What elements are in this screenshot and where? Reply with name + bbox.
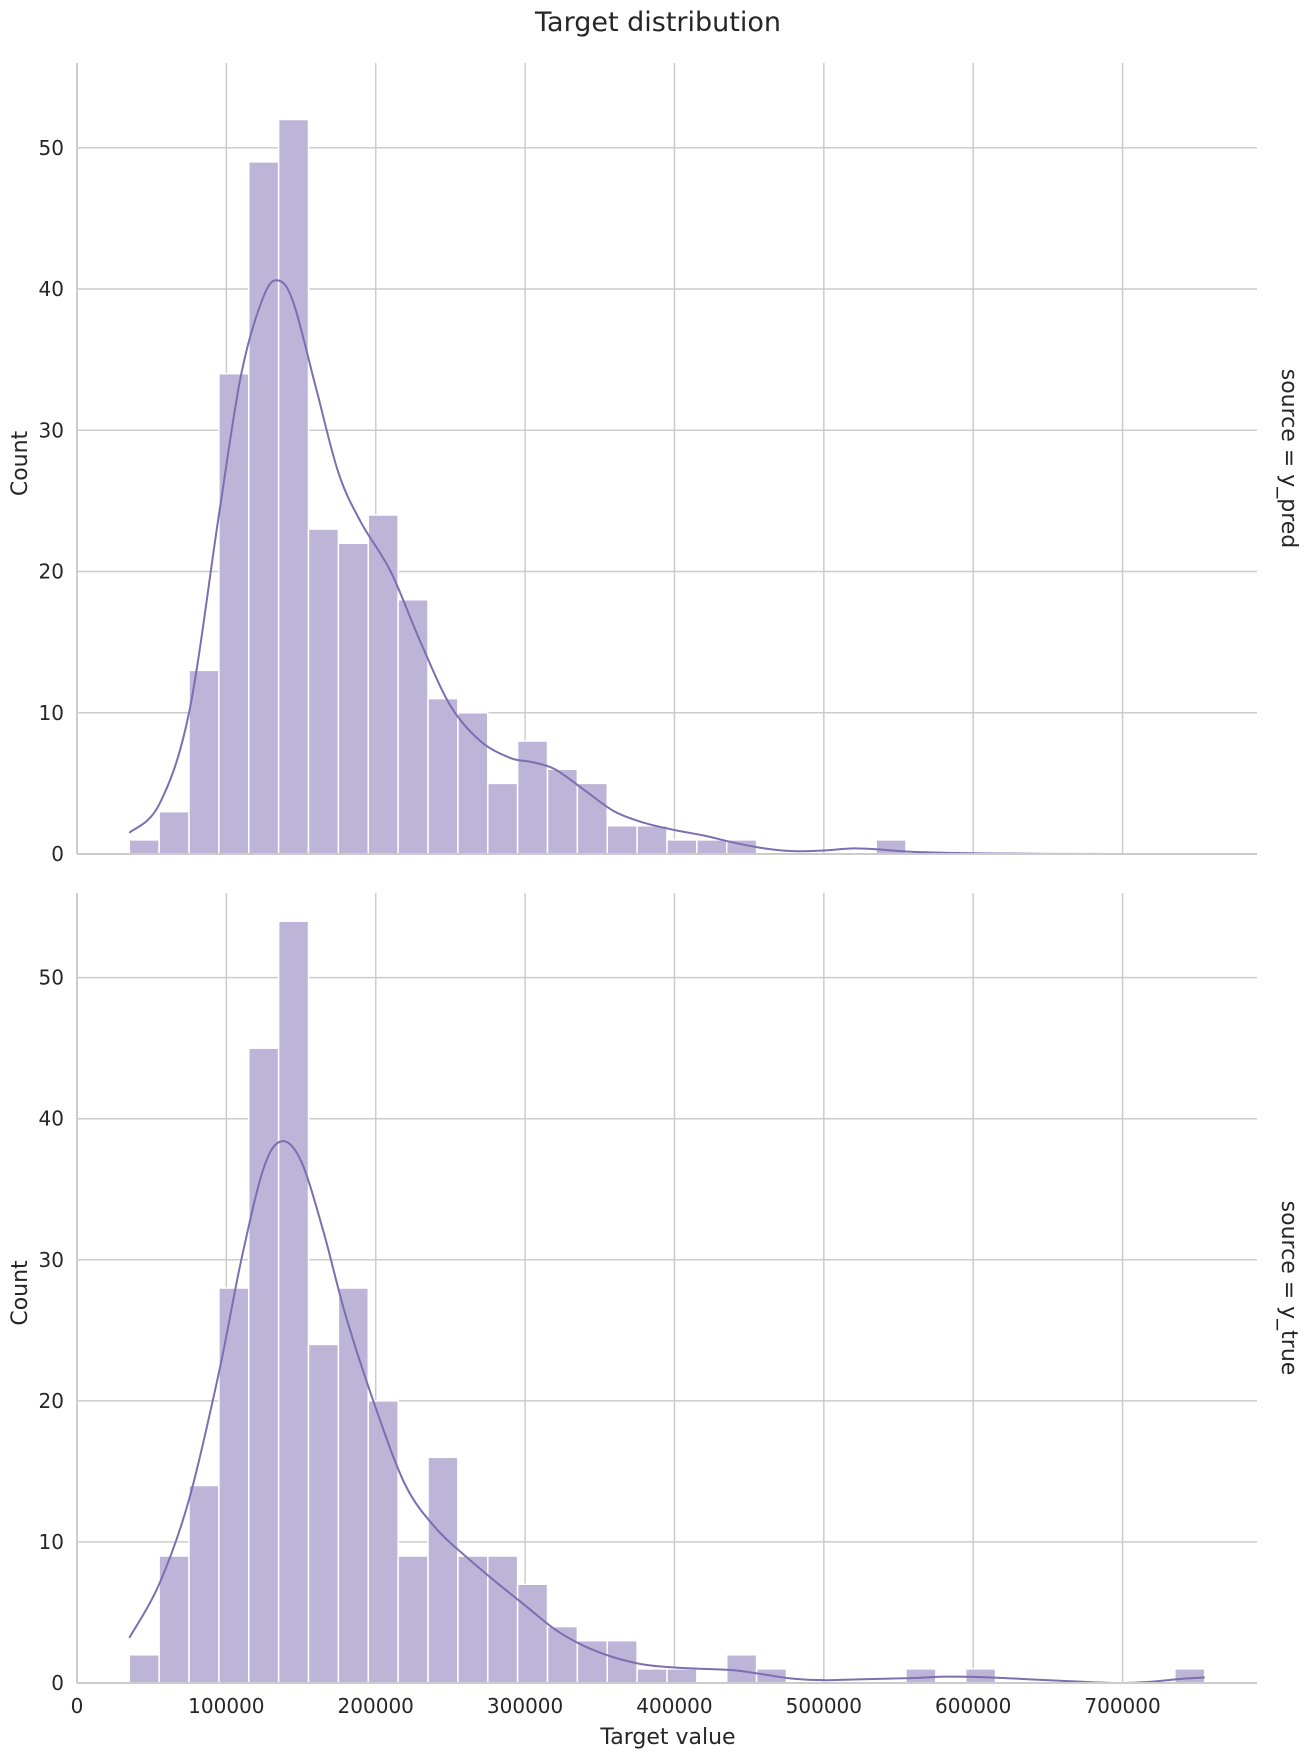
y-tick-label: 40 xyxy=(39,277,64,301)
y-tick-label: 10 xyxy=(39,701,64,725)
facets: 0 10 20 30 40 50 Count source = y_pred 0 10 20 30 40… xyxy=(8,63,1301,1718)
histogram-bar xyxy=(337,1287,370,1684)
histogram-bar xyxy=(218,373,250,855)
histogram-bar xyxy=(696,839,728,855)
y-tick-label: 50 xyxy=(39,136,64,160)
kde-line xyxy=(128,279,1205,855)
x-tick-label: 700000 xyxy=(1084,1694,1160,1718)
histogram-bar xyxy=(367,514,399,855)
histogram-bar xyxy=(636,1668,668,1684)
histogram-bar xyxy=(248,1047,280,1684)
y-tick-label: 10 xyxy=(39,1530,64,1554)
histogram-bar xyxy=(427,697,459,855)
histogram-bar xyxy=(576,782,609,855)
x-tick-label: 600000 xyxy=(935,1694,1011,1718)
facet-panel: 0 10 20 30 40 50 Count source = y_pred xyxy=(8,63,1301,866)
histogram-bar xyxy=(188,669,220,855)
histogram-bar xyxy=(606,825,638,855)
histogram-bar xyxy=(397,599,429,855)
x-tick-label: 100000 xyxy=(188,1694,264,1718)
y-axis-label: Count xyxy=(8,430,33,496)
y-tick-label: 30 xyxy=(39,1248,64,1272)
histogram-bar xyxy=(516,1583,549,1684)
y-axis-label: Count xyxy=(8,1260,33,1326)
facet-label: source = y_true xyxy=(1276,1201,1301,1376)
histogram-bar xyxy=(636,825,668,855)
histogram-bar xyxy=(277,920,310,1684)
histogram-bar xyxy=(337,542,370,855)
x-tick-label: 300000 xyxy=(487,1694,563,1718)
y-tick-label: 30 xyxy=(39,418,64,442)
y-tick-label: 40 xyxy=(39,1107,64,1131)
x-tick-label: 200000 xyxy=(338,1694,414,1718)
histogram-bar xyxy=(367,1400,399,1684)
histogram-bar xyxy=(188,1484,220,1684)
histogram-bar xyxy=(307,528,340,855)
histogram-bar xyxy=(666,1668,698,1684)
histogram-bar xyxy=(248,161,280,855)
histogram-bar xyxy=(457,1555,489,1684)
histogram-bar xyxy=(576,1639,609,1684)
histogram-bar xyxy=(546,1625,579,1684)
y-tick-label: 0 xyxy=(51,842,64,866)
histogram-bar xyxy=(128,1654,160,1684)
histogram-bar xyxy=(487,1555,519,1684)
facet-label: source = y_pred xyxy=(1276,369,1301,549)
x-tick-label: 400000 xyxy=(636,1694,712,1718)
histogram-bar xyxy=(516,740,549,855)
kde-line xyxy=(128,1140,1205,1685)
x-axis-label: Target value xyxy=(599,1725,735,1750)
histogram-bar xyxy=(666,839,698,855)
histogram-bar xyxy=(427,1456,459,1684)
histogram-bar xyxy=(905,1668,937,1684)
y-tick-label: 20 xyxy=(39,560,64,584)
histogram-bar xyxy=(487,782,519,855)
histogram-bar xyxy=(277,118,310,855)
histogram-bar xyxy=(1174,1668,1206,1684)
histogram-bar xyxy=(158,1555,190,1684)
y-tick-label: 50 xyxy=(39,966,64,990)
histogram-bar xyxy=(397,1555,429,1684)
chart-title: Target distribution xyxy=(534,7,781,38)
x-tick-label: 500000 xyxy=(786,1694,862,1718)
x-tick-label: 0 xyxy=(71,1694,84,1718)
y-tick-label: 0 xyxy=(51,1671,64,1695)
histogram-bar xyxy=(307,1343,340,1684)
histogram-bar xyxy=(158,810,190,855)
histogram-bar xyxy=(128,839,160,855)
y-tick-label: 20 xyxy=(39,1389,64,1413)
histogram-bar xyxy=(725,1654,758,1684)
facet-panel: 0 10 20 30 40 50 Count source = y_true 0 100000 20… xyxy=(8,893,1301,1718)
